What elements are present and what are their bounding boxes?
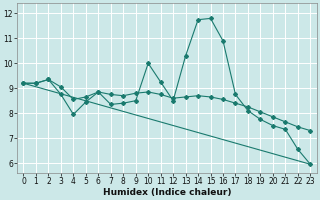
X-axis label: Humidex (Indice chaleur): Humidex (Indice chaleur) bbox=[103, 188, 231, 197]
